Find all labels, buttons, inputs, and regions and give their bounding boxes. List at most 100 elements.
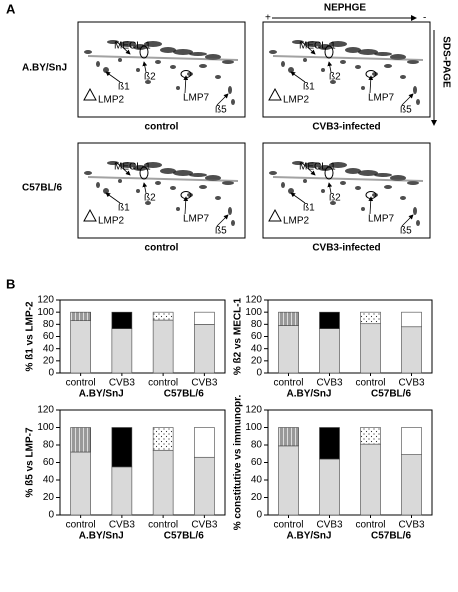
- spot-label: ß5: [215, 226, 227, 237]
- gel-spot: [173, 49, 193, 55]
- label-arrow: [105, 71, 121, 83]
- spot-label: MECL-1: [299, 162, 336, 173]
- gel-spot: [303, 179, 307, 183]
- label-arrow: [183, 196, 189, 215]
- group-label: A.BY/SnJ: [79, 389, 124, 400]
- gel-spot: [120, 41, 136, 47]
- gel-spot: [133, 44, 147, 50]
- x-tick-label: CVB3: [316, 378, 343, 389]
- x-tick-label: control: [66, 378, 96, 389]
- gel-spot: [118, 179, 122, 183]
- gel-spot: [374, 173, 392, 177]
- gel-spot: [176, 207, 180, 211]
- gel-spot: [358, 170, 378, 176]
- gel-spot: [288, 188, 294, 194]
- gel-spot: [361, 207, 365, 211]
- spot-label: ß2: [144, 193, 156, 204]
- gel-spot: [400, 196, 406, 200]
- spot-circle: [139, 45, 149, 59]
- y-axis-label: % ß2 vs MECL-1: [233, 297, 244, 375]
- spot-label: LMP2: [283, 216, 310, 227]
- x-tick-label: CVB3: [109, 378, 136, 389]
- row-label: A.BY/SnJ: [22, 63, 67, 74]
- y-tick-label: 0: [256, 510, 262, 521]
- bar-segment: [70, 311, 91, 321]
- label-arrow: [300, 161, 316, 176]
- label-arrow: [368, 196, 374, 215]
- gel-spot: [173, 170, 193, 176]
- x-tick-label: CVB3: [109, 520, 136, 531]
- spot-label: LMP2: [98, 216, 125, 227]
- y-tick-label: 60: [251, 457, 263, 468]
- label-arrow: [142, 61, 148, 73]
- y-tick-label: 100: [37, 307, 54, 318]
- x-tick-label: control: [148, 378, 178, 389]
- gel-spot: [321, 68, 325, 72]
- bar-segment: [194, 311, 215, 325]
- bar-segment: [152, 449, 174, 516]
- gel-spot: [269, 50, 277, 54]
- gel-spot: [155, 60, 161, 64]
- y-tick-label: 120: [245, 405, 262, 416]
- gel-spot: [84, 171, 92, 175]
- y-tick-label: 40: [43, 343, 55, 354]
- gel-spot: [84, 50, 92, 54]
- spot-label: MECL-1: [114, 41, 151, 52]
- gel-spot: [144, 41, 162, 47]
- bar-segment: [278, 325, 299, 374]
- triangle-marker: [268, 87, 282, 101]
- bar-segment: [194, 456, 215, 516]
- bar-segment: [152, 311, 174, 321]
- gel-spot: [281, 61, 285, 67]
- gel-caption: CVB3-infected: [312, 122, 380, 133]
- gel-spot: [120, 162, 136, 168]
- y-axis-label: % ß1 vs LMP-2: [25, 301, 36, 371]
- gel-spot: [222, 181, 234, 185]
- x-tick-label: CVB3: [191, 378, 218, 389]
- gel-spot: [222, 60, 234, 64]
- x-tick-label: CVB3: [316, 520, 343, 531]
- x-tick-label: control: [66, 520, 96, 531]
- bar-segment: [111, 427, 133, 468]
- x-tick-label: control: [273, 520, 303, 531]
- group-label: C57BL/6: [371, 389, 411, 400]
- spot-label: LMP7: [368, 214, 395, 225]
- gel-spot: [189, 52, 207, 56]
- gel-spot: [269, 171, 277, 175]
- bar-segment: [278, 311, 299, 326]
- gel-spot: [96, 61, 100, 67]
- y-tick-label: 80: [251, 440, 263, 451]
- gel-spot: [103, 188, 109, 194]
- gel-streak: [87, 55, 239, 61]
- bar-segment: [194, 427, 215, 458]
- label-arrow: [115, 40, 131, 55]
- gel-spot: [231, 220, 235, 226]
- group-label: C57BL/6: [371, 531, 411, 542]
- group-label: A.BY/SnJ: [286, 389, 331, 400]
- gel-spot: [288, 67, 294, 73]
- gel-caption: CVB3-infected: [312, 243, 380, 254]
- gel-spot: [118, 58, 122, 62]
- gel-spot: [187, 193, 193, 197]
- bar-segment: [152, 319, 174, 374]
- bar-segment: [70, 320, 91, 374]
- y-tick-label: 80: [251, 319, 263, 330]
- y-tick-label: 80: [43, 319, 55, 330]
- axis-sign: -: [423, 13, 426, 24]
- gel-spot: [345, 168, 361, 174]
- label-arrow: [216, 93, 229, 106]
- spot-circle: [324, 45, 334, 59]
- y-tick-label: 20: [251, 355, 263, 366]
- gel-spot: [160, 168, 176, 174]
- spot-label: LMP2: [98, 95, 125, 106]
- gel-spot: [340, 181, 346, 185]
- gel-spot: [215, 75, 221, 79]
- gel-spot: [374, 52, 392, 56]
- spot-label: ß1: [118, 203, 130, 214]
- triangle-marker: [83, 208, 97, 222]
- spot-label: LMP2: [283, 95, 310, 106]
- bar-segment: [70, 427, 91, 453]
- y-axis-label: % constitutive vs immunopr.: [233, 394, 244, 530]
- label-arrow: [105, 192, 121, 204]
- bar-segment: [319, 427, 340, 460]
